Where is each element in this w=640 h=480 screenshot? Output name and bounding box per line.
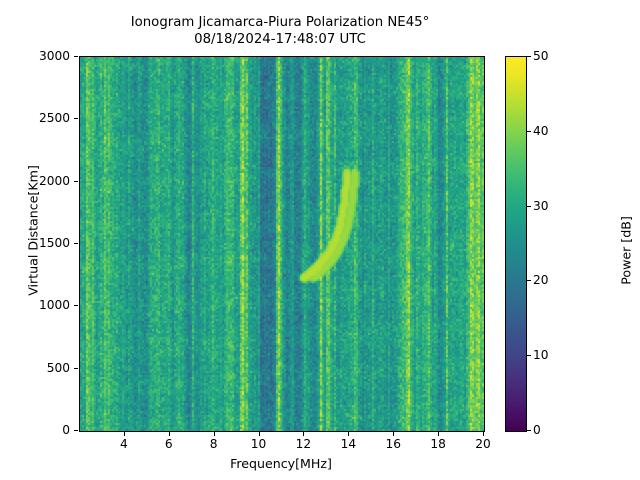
x-tick-mark [483,432,484,436]
y-tick-label: 3000 [38,49,70,63]
x-tick-mark [393,432,395,436]
colorbar-tick-label: 30 [533,198,549,213]
x-tick-mark [438,432,440,436]
y-tick-mark [74,56,78,57]
y-tick-mark [74,367,78,369]
y-tick-label: 1000 [38,298,70,313]
x-tick-label: 14 [340,437,357,451]
colorbar-gradient [506,57,526,431]
y-axis-label: Virtual Distance[Km] [25,165,41,296]
x-tick-label: 6 [164,437,173,451]
title-line-1: Ionogram Jicamarca-Piura Polarization NE… [130,15,430,30]
x-tick-label: 18 [430,437,446,451]
x-tick-mark [123,432,125,436]
x-axis-label: Frequency[MHz] [230,456,332,471]
plot-axes [79,56,485,432]
x-tick-label: 20 [475,437,491,451]
y-tick-label: 0 [62,423,70,437]
x-tick-mark [258,432,260,436]
x-tick-label: 12 [295,437,312,451]
colorbar-tick-mark [527,130,531,132]
colorbar [505,56,527,432]
colorbar-tick-mark [527,205,531,207]
y-tick-label: 2000 [38,173,70,188]
y-tick-mark [74,305,78,307]
colorbar-tick-label: 50 [533,49,549,63]
y-tick-mark [74,243,78,244]
y-tick-mark [74,118,78,120]
ionogram-heatmap [80,57,484,431]
colorbar-tick-label: 40 [533,123,549,138]
x-tick-mark [213,432,215,436]
x-tick-label: 16 [385,437,401,451]
y-tick-mark [74,430,78,431]
colorbar-tick-mark [527,280,531,282]
y-axis-ticklabels: 0 500 1000 1500 2000 2500 3000 [0,0,70,480]
x-tick-mark [348,432,350,436]
colorbar-tick-mark [527,430,531,431]
y-tick-mark [74,180,78,182]
x-tick-mark [303,432,305,436]
colorbar-tick-label: 10 [533,348,549,363]
colorbar-tick-mark [527,355,531,357]
y-tick-label: 500 [46,360,70,375]
x-tick-mark [168,432,170,436]
colorbar-tick-label: 0 [533,423,541,437]
x-tick-label: 4 [119,437,128,451]
colorbar-label: Power [dB] [618,216,634,285]
colorbar-tick-label: 20 [533,273,549,288]
title-line-2: 08/18/2024-17:48:07 UTC [194,32,366,47]
x-tick-label: 10 [250,437,267,451]
x-tick-label: 8 [209,437,218,451]
y-tick-label: 2500 [38,111,70,126]
colorbar-tick-mark [527,56,531,57]
y-tick-label: 1500 [38,236,70,250]
page-title: Ionogram Jicamarca-Piura Polarization NE… [0,14,560,48]
